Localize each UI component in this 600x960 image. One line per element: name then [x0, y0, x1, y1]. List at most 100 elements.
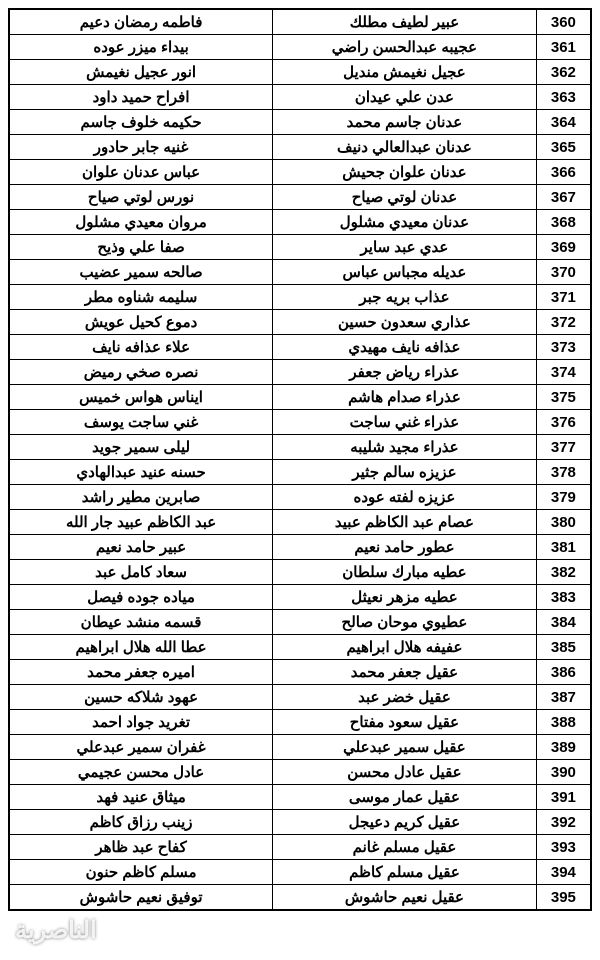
row-number: 362: [536, 60, 591, 85]
name-secondary: حكيمه خلوف جاسم: [9, 110, 273, 135]
table-row: 392عقيل كريم دعيجلزينب رزاق كاظم: [9, 810, 591, 835]
row-number: 368: [536, 210, 591, 235]
row-number: 384: [536, 610, 591, 635]
row-number: 361: [536, 35, 591, 60]
table-row: 377عذراء مجيد شليبهليلى سمير جويد: [9, 435, 591, 460]
row-number: 367: [536, 185, 591, 210]
table-row: 361عجيبه عبدالحسن راضيبيداء ميزر عوده: [9, 35, 591, 60]
name-secondary: اميره جعفر محمد: [9, 660, 273, 685]
table-row: 362عجيل نغيمش منديلانور عجيل نغيمش: [9, 60, 591, 85]
table-row: 384عطيوي موحان صالحقسمه منشد عيطان: [9, 610, 591, 635]
name-primary: عزيزه سالم جثير: [273, 460, 537, 485]
row-number: 365: [536, 135, 591, 160]
table-row: 387عقيل خضر عبدعهود شلاكه حسين: [9, 685, 591, 710]
name-secondary: عطا الله هلال ابراهيم: [9, 635, 273, 660]
name-secondary: زينب رزاق كاظم: [9, 810, 273, 835]
row-number: 386: [536, 660, 591, 685]
row-number: 373: [536, 335, 591, 360]
name-primary: عذاري سعدون حسين: [273, 310, 537, 335]
name-primary: عزيزه لفته عوده: [273, 485, 537, 510]
name-primary: عدنان معيدي مشلول: [273, 210, 537, 235]
table-row: 364عدنان جاسم محمدحكيمه خلوف جاسم: [9, 110, 591, 135]
name-primary: عذراء مجيد شليبه: [273, 435, 537, 460]
name-secondary: سعاد كامل عبد: [9, 560, 273, 585]
row-number: 382: [536, 560, 591, 585]
row-number: 374: [536, 360, 591, 385]
name-primary: عدن علي عيدان: [273, 85, 537, 110]
table-row: 371عذاب بريه جبرسليمه شناوه مطر: [9, 285, 591, 310]
row-number: 366: [536, 160, 591, 185]
row-number: 392: [536, 810, 591, 835]
table-row: 372عذاري سعدون حسيندموع كحيل عويش: [9, 310, 591, 335]
name-primary: عقيل عمار موسى: [273, 785, 537, 810]
table-row: 373عذافه نايف مهيديعلاء عذافه نايف: [9, 335, 591, 360]
name-secondary: بيداء ميزر عوده: [9, 35, 273, 60]
name-primary: عقيل سمير عبدعلي: [273, 735, 537, 760]
table-row: 369عدي عبد سايرصفا علي وذيح: [9, 235, 591, 260]
name-secondary: علاء عذافه نايف: [9, 335, 273, 360]
table-row: 383عطيه مزهر نعيثلمياده جوده فيصل: [9, 585, 591, 610]
name-secondary: عهود شلاكه حسين: [9, 685, 273, 710]
watermark: الناصرية: [15, 916, 97, 945]
name-secondary: فاطمه رمضان دعيم: [9, 9, 273, 35]
name-secondary: قسمه منشد عيطان: [9, 610, 273, 635]
row-number: 388: [536, 710, 591, 735]
name-primary: عقيل عادل محسن: [273, 760, 537, 785]
table-row: 367عدنان لوتي صياحنورس لوتي صياح: [9, 185, 591, 210]
table-row: 389عقيل سمير عبدعليغفران سمير عبدعلي: [9, 735, 591, 760]
name-secondary: كفاح عبد ظاهر: [9, 835, 273, 860]
name-primary: عدنان علوان جحيش: [273, 160, 537, 185]
table-row: 360عبير لطيف مطلكفاطمه رمضان دعيم: [9, 9, 591, 35]
row-number: 371: [536, 285, 591, 310]
table-row: 390عقيل عادل محسنعادل محسن عجيمي: [9, 760, 591, 785]
name-primary: عدي عبد ساير: [273, 235, 537, 260]
name-secondary: مسلم كاظم حنون: [9, 860, 273, 885]
name-primary: عقيل نعيم حاشوش: [273, 885, 537, 911]
name-secondary: تغريد جواد احمد: [9, 710, 273, 735]
name-secondary: نصره صخي رميض: [9, 360, 273, 385]
table-body: 360عبير لطيف مطلكفاطمه رمضان دعيم361عجيب…: [9, 9, 591, 910]
name-secondary: مروان معيدي مشلول: [9, 210, 273, 235]
table-row: 376عذراء غني ساجتغني ساجت يوسف: [9, 410, 591, 435]
name-secondary: غنيه جابر حادور: [9, 135, 273, 160]
name-primary: عقيل كريم دعيجل: [273, 810, 537, 835]
name-secondary: صابرين مطير راشد: [9, 485, 273, 510]
name-primary: عقيل مسلم غانم: [273, 835, 537, 860]
name-primary: عبير لطيف مطلك: [273, 9, 537, 35]
row-number: 383: [536, 585, 591, 610]
name-primary: عدنان لوتي صياح: [273, 185, 537, 210]
name-secondary: ميثاق عنيد فهد: [9, 785, 273, 810]
row-number: 393: [536, 835, 591, 860]
table-row: 395عقيل نعيم حاشوشتوفيق نعيم حاشوش: [9, 885, 591, 911]
name-secondary: ليلى سمير جويد: [9, 435, 273, 460]
name-secondary: حسنه عنيد عبدالهادي: [9, 460, 273, 485]
table-row: 379عزيزه لفته عودهصابرين مطير راشد: [9, 485, 591, 510]
row-number: 391: [536, 785, 591, 810]
name-secondary: مياده جوده فيصل: [9, 585, 273, 610]
name-primary: عقيل خضر عبد: [273, 685, 537, 710]
row-number: 360: [536, 9, 591, 35]
name-primary: عطيه مزهر نعيثل: [273, 585, 537, 610]
name-secondary: عبير حامد نعيم: [9, 535, 273, 560]
name-secondary: توفيق نعيم حاشوش: [9, 885, 273, 911]
row-number: 378: [536, 460, 591, 485]
name-primary: عصام عبد الكاظم عبيد: [273, 510, 537, 535]
name-primary: عطور حامد نعيم: [273, 535, 537, 560]
table-row: 363عدن علي عيدانافراح حميد داود: [9, 85, 591, 110]
name-primary: عذراء صدام هاشم: [273, 385, 537, 410]
row-number: 372: [536, 310, 591, 335]
name-primary: عدنان جاسم محمد: [273, 110, 537, 135]
name-primary: عجيل نغيمش منديل: [273, 60, 537, 85]
name-secondary: دموع كحيل عويش: [9, 310, 273, 335]
table-row: 386عقيل جعفر محمداميره جعفر محمد: [9, 660, 591, 685]
name-secondary: سليمه شناوه مطر: [9, 285, 273, 310]
name-secondary: غفران سمير عبدعلي: [9, 735, 273, 760]
row-number: 363: [536, 85, 591, 110]
name-secondary: صفا علي وذيح: [9, 235, 273, 260]
name-primary: عقيل سعود مفتاح: [273, 710, 537, 735]
row-number: 385: [536, 635, 591, 660]
table-row: 378عزيزه سالم جثيرحسنه عنيد عبدالهادي: [9, 460, 591, 485]
name-primary: عطيه مبارك سلطان: [273, 560, 537, 585]
row-number: 381: [536, 535, 591, 560]
name-primary: عذراء رياض جعفر: [273, 360, 537, 385]
